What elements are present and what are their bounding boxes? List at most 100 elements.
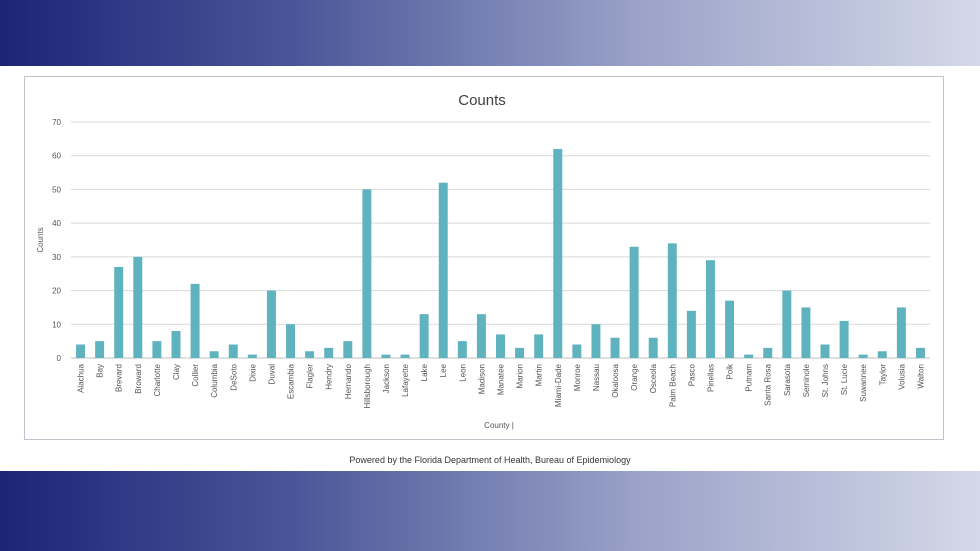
bar-duval[interactable] <box>266 290 276 358</box>
bar-flagler[interactable] <box>305 351 315 358</box>
x-tick-label: Columbia <box>210 363 219 397</box>
bar-manatee[interactable] <box>496 334 505 358</box>
bar-escambia[interactable] <box>286 324 296 358</box>
bar-jackson[interactable] <box>381 354 391 358</box>
y-tick-label: 20 <box>52 287 61 296</box>
x-tick-label: Lake <box>420 363 429 381</box>
y-tick-label: 10 <box>52 320 61 329</box>
bar-hendry[interactable] <box>324 347 334 358</box>
x-tick-label: Broward <box>134 364 143 394</box>
bar-nassau[interactable] <box>591 324 601 358</box>
x-tick-label: Seminole <box>802 363 811 397</box>
x-tick-label: Monroe <box>573 363 582 391</box>
bar-desoto[interactable] <box>228 344 238 358</box>
x-tick-label: Madison <box>477 364 486 394</box>
x-tick-label: Manatee <box>497 363 506 395</box>
x-tick-label: Taylor <box>878 364 887 386</box>
bar-lake[interactable] <box>419 314 429 358</box>
x-tick-label: DeSoto <box>229 363 238 390</box>
bar-leon[interactable] <box>457 341 467 358</box>
bar-pinellas[interactable] <box>705 260 715 358</box>
bar-miami-dade[interactable] <box>553 148 563 358</box>
x-tick-label: Hernando <box>344 363 353 399</box>
y-axis-ticks: 0 10 20 30 40 50 60 70 <box>52 118 61 363</box>
bar-marion[interactable] <box>515 347 525 358</box>
x-tick-label: Polk <box>726 363 735 380</box>
bar-osceola[interactable] <box>648 337 658 358</box>
bar-polk[interactable] <box>725 300 735 358</box>
x-tick-label: Hendry <box>325 364 334 390</box>
x-tick-label: Leon <box>458 364 467 382</box>
bars <box>76 148 925 358</box>
y-tick-label: 70 <box>52 118 61 127</box>
bar-charlotte[interactable] <box>152 341 162 358</box>
x-tick-label: Alachua <box>77 363 86 392</box>
x-tick-label: Putnam <box>745 364 754 392</box>
x-tick-label: Santa Rosa <box>764 363 773 405</box>
bar-hernando[interactable] <box>343 341 353 358</box>
y-tick-label: 40 <box>52 219 61 228</box>
x-tick-label: Nassau <box>592 364 601 391</box>
bar-monroe[interactable] <box>572 344 582 358</box>
x-tick-label: Lafayette <box>401 363 410 396</box>
bar-volusia[interactable] <box>896 307 906 358</box>
x-tick-label: Okaloosa <box>611 363 620 397</box>
x-tick-label: Sarasota <box>783 363 792 396</box>
gridlines <box>71 121 930 359</box>
x-tick-label: Palm Beach <box>668 364 677 407</box>
bar-okaloosa[interactable] <box>610 337 620 358</box>
bar-orange[interactable] <box>629 246 639 358</box>
y-tick-label: 0 <box>57 354 62 363</box>
bar-alachua[interactable] <box>76 344 86 358</box>
bar-madison[interactable] <box>476 314 486 358</box>
bar-suwannee[interactable] <box>858 354 868 358</box>
bar-martin[interactable] <box>534 334 544 358</box>
bar-broward[interactable] <box>133 256 143 358</box>
y-tick-label: 30 <box>52 253 61 262</box>
x-tick-label: Charlotte <box>153 363 162 396</box>
bar-st-johns[interactable] <box>820 344 830 358</box>
chart-panel: 0 10 20 30 40 50 60 70 Alachua Bay Brevard Broward… <box>24 76 944 440</box>
x-tick-label: Orange <box>630 363 639 390</box>
bar-lee[interactable] <box>438 182 448 358</box>
x-tick-label: Suwannee <box>859 363 868 401</box>
bar-putnam[interactable] <box>744 354 754 358</box>
x-tick-label: Osceola <box>649 363 658 393</box>
header-banner <box>0 0 980 66</box>
x-tick-label: Walton <box>916 364 925 389</box>
x-axis-ticks: Alachua Bay Brevard Broward Charlotte Clay Col… <box>77 363 926 408</box>
bar-st-lucie[interactable] <box>839 320 849 358</box>
x-tick-label: Lee <box>439 363 448 377</box>
x-tick-label: Bay <box>96 364 105 378</box>
bar-brevard[interactable] <box>114 266 124 358</box>
bar-columbia[interactable] <box>209 351 219 358</box>
x-tick-label: Marion <box>516 364 525 388</box>
x-tick-label: Pinellas <box>706 364 715 392</box>
bar-bay[interactable] <box>95 341 105 358</box>
bar-hillsborough[interactable] <box>362 189 372 358</box>
bar-dixie[interactable] <box>247 354 257 358</box>
bar-taylor[interactable] <box>877 351 887 358</box>
bar-seminole[interactable] <box>801 307 811 358</box>
bar-walton[interactable] <box>915 347 925 358</box>
x-tick-label: Volusia <box>897 363 906 389</box>
bar-sarasota[interactable] <box>782 290 792 358</box>
bar-pasco[interactable] <box>686 310 696 358</box>
footer-banner <box>0 471 980 551</box>
bar-palm-beach[interactable] <box>667 243 677 358</box>
bar-collier[interactable] <box>190 283 200 358</box>
x-tick-label: Martin <box>535 364 544 386</box>
x-tick-label: Escambia <box>287 363 296 399</box>
x-axis-label: County | <box>484 421 514 430</box>
bar-lafayette[interactable] <box>400 354 410 358</box>
x-tick-label: Flagler <box>306 364 315 389</box>
x-tick-label: Duval <box>267 364 276 385</box>
x-tick-label: Miami-Dade <box>554 363 563 407</box>
bar-santa-rosa[interactable] <box>763 347 773 358</box>
bar-clay[interactable] <box>171 331 181 358</box>
x-tick-label: Dixie <box>248 363 257 381</box>
y-tick-label: 50 <box>52 185 61 194</box>
x-tick-label: Collier <box>191 364 200 387</box>
footer-credit: Powered by the Florida Department of Hea… <box>349 455 631 465</box>
x-tick-label: Clay <box>172 364 181 380</box>
